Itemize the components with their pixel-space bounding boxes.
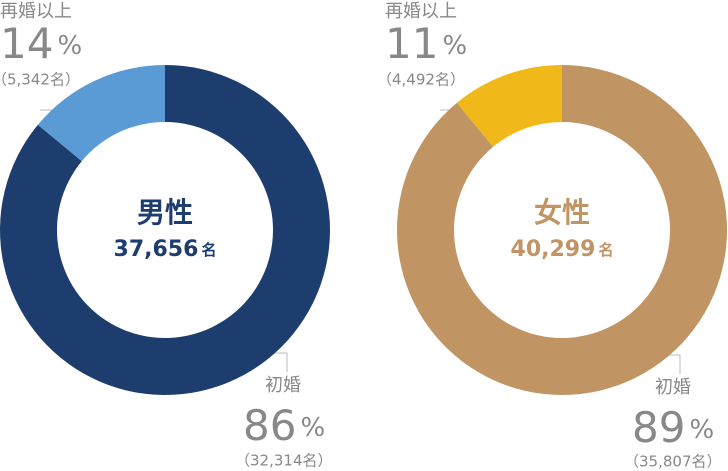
value-label: 11%: [385, 19, 467, 68]
value-number: 89: [632, 403, 685, 452]
value-unit: %: [57, 31, 82, 61]
donut-segment: [456, 65, 562, 147]
center-label: 女性: [534, 196, 590, 229]
value-unit: %: [442, 31, 467, 61]
value-unit: %: [300, 413, 325, 443]
total-number: 37,656: [114, 237, 199, 262]
donut-segment: [396, 65, 727, 395]
value-label: 14%: [0, 19, 82, 68]
category-label: 再婚以上: [0, 1, 72, 22]
donut-segment: [37, 64, 166, 162]
category-label: 再婚以上: [385, 1, 457, 22]
value-number: 11: [385, 19, 438, 68]
total-number: 40,299: [511, 237, 596, 262]
category-label: 初婚: [655, 377, 691, 398]
center-total: 37,656 名: [114, 237, 217, 262]
count-label: （4,492名）: [377, 71, 465, 89]
value-number: 86: [243, 401, 296, 450]
count-label: （35,807名）: [624, 453, 722, 471]
category-label: 初婚: [265, 375, 301, 396]
donut-segment: [0, 65, 330, 395]
value-number: 14: [0, 19, 53, 68]
total-unit: 名: [201, 241, 216, 259]
value-label: 86%: [243, 401, 325, 450]
value-unit: %: [689, 415, 714, 445]
value-label: 89%: [632, 403, 714, 452]
center-total: 40,299 名: [511, 237, 614, 262]
center-label: 男性: [137, 196, 193, 229]
count-label: （32,314名）: [235, 452, 333, 470]
total-unit: 名: [598, 241, 613, 259]
count-label: （5,342名）: [0, 71, 80, 89]
